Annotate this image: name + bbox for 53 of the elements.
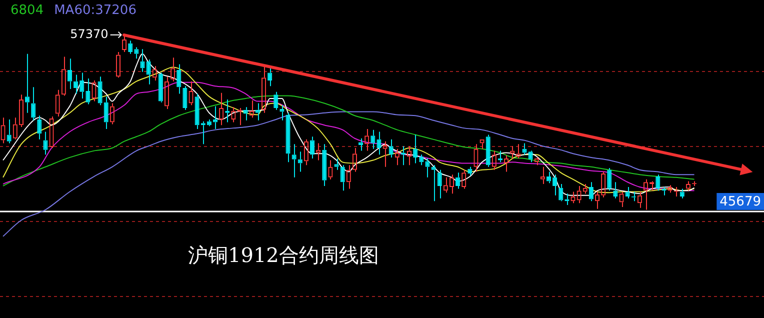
- candlestick: [268, 66, 272, 87]
- candlestick: [80, 72, 84, 99]
- candlestick: [425, 158, 430, 178]
- candlestick: [486, 134, 490, 168]
- candlestick: [613, 182, 618, 199]
- candlestick: [431, 164, 436, 202]
- candlestick: [31, 86, 36, 121]
- text: 沪铜1912合约周线图: [188, 242, 379, 269]
- candlestick: [37, 115, 42, 140]
- candlestick: [128, 40, 133, 54]
- candlestick: [334, 158, 339, 170]
- candlestick: [212, 106, 218, 130]
- candlestick: [134, 46, 139, 60]
- candlestick: [158, 72, 163, 103]
- candlestick: [340, 164, 345, 192]
- candlestick: [310, 136, 315, 159]
- candlestick: [292, 144, 296, 178]
- candlestick: [176, 64, 182, 94]
- candlestick: [146, 58, 151, 85]
- candlestick: [370, 129, 376, 150]
- candlestick: [456, 172, 460, 190]
- candlestick: [104, 96, 108, 130]
- candlestick: [656, 174, 660, 192]
- candlestick: [413, 134, 418, 164]
- text: MA60:37206: [54, 2, 136, 18]
- candlestick: [43, 131, 48, 156]
- candlestick: [274, 91, 278, 110]
- candlestick: [388, 138, 394, 158]
- candlestick: [255, 102, 260, 121]
- candlestick: [194, 93, 200, 130]
- candlestick: [607, 167, 612, 192]
- candlestick: [522, 142, 527, 156]
- candlestick: [98, 76, 102, 106]
- candlestick: [680, 188, 684, 199]
- candlestick: [67, 58, 72, 90]
- candlestick: [376, 131, 382, 156]
- candlestick: [286, 112, 290, 163]
- candlestick: [558, 184, 564, 202]
- candlestick: [437, 169, 442, 199]
- candlestick: [552, 174, 558, 196]
- candlestick: [588, 182, 594, 202]
- candlestick: [6, 118, 12, 144]
- candlestick: [322, 144, 327, 186]
- candlestick: [140, 48, 145, 72]
- candlestick: [625, 186, 630, 199]
- candlestick: [280, 104, 284, 121]
- text: 6804: [10, 2, 44, 18]
- annotation: 45679: [720, 194, 761, 210]
- candlestick: [182, 86, 188, 110]
- annotation: 57370: [70, 26, 108, 41]
- candlestick: [358, 138, 364, 152]
- candlestick: [86, 78, 90, 105]
- candlestick: [419, 154, 424, 166]
